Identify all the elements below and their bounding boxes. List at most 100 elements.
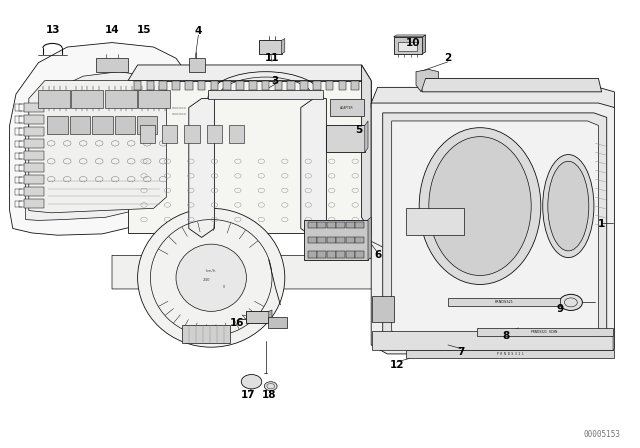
Polygon shape xyxy=(246,311,269,323)
Polygon shape xyxy=(422,35,426,54)
Bar xyxy=(398,42,417,51)
Ellipse shape xyxy=(429,137,531,276)
Polygon shape xyxy=(115,116,135,134)
Bar xyxy=(308,251,317,258)
Text: 10: 10 xyxy=(406,38,420,47)
Bar xyxy=(355,237,364,243)
Polygon shape xyxy=(371,87,614,108)
Polygon shape xyxy=(112,255,381,289)
Polygon shape xyxy=(365,121,368,152)
Polygon shape xyxy=(326,81,333,90)
Polygon shape xyxy=(372,296,394,322)
Polygon shape xyxy=(269,310,272,323)
Polygon shape xyxy=(383,113,607,346)
Polygon shape xyxy=(394,35,426,37)
Polygon shape xyxy=(159,81,167,90)
Bar xyxy=(317,251,326,258)
Polygon shape xyxy=(371,103,614,354)
Text: 16: 16 xyxy=(230,318,244,327)
Polygon shape xyxy=(96,58,128,72)
Bar xyxy=(327,251,336,258)
Polygon shape xyxy=(24,175,44,184)
Text: P  R  N  D  S  3  2  1: P R N D S 3 2 1 xyxy=(497,353,524,356)
Bar xyxy=(406,208,464,235)
Polygon shape xyxy=(477,328,613,336)
Text: 7: 7 xyxy=(457,347,465,357)
Text: 5: 5 xyxy=(355,125,362,135)
Text: PRNDS321: PRNDS321 xyxy=(494,300,513,304)
Text: 1: 1 xyxy=(598,219,605,229)
Text: oooooo: oooooo xyxy=(172,112,187,116)
Polygon shape xyxy=(351,81,359,90)
Text: oooooo: oooooo xyxy=(172,106,187,109)
Polygon shape xyxy=(406,350,614,358)
Text: 6: 6 xyxy=(374,250,381,260)
Polygon shape xyxy=(24,199,44,208)
Polygon shape xyxy=(24,187,44,196)
Polygon shape xyxy=(416,69,438,92)
Bar xyxy=(346,251,355,258)
Bar xyxy=(327,237,336,243)
Bar xyxy=(336,237,345,243)
Polygon shape xyxy=(339,81,346,90)
Polygon shape xyxy=(268,317,287,328)
Polygon shape xyxy=(72,90,104,108)
Polygon shape xyxy=(326,125,365,152)
Text: 3: 3 xyxy=(271,76,279,86)
Text: PRNDS321  SCHN: PRNDS321 SCHN xyxy=(531,330,558,334)
Ellipse shape xyxy=(138,208,285,347)
Bar xyxy=(308,222,317,228)
Polygon shape xyxy=(448,298,560,306)
Polygon shape xyxy=(24,139,44,148)
Text: 13: 13 xyxy=(46,25,60,35)
Polygon shape xyxy=(211,81,218,90)
Polygon shape xyxy=(47,116,68,134)
Polygon shape xyxy=(24,163,44,172)
Polygon shape xyxy=(223,81,231,90)
Polygon shape xyxy=(275,81,282,90)
Text: 4: 4 xyxy=(195,26,202,36)
Polygon shape xyxy=(38,90,70,108)
Polygon shape xyxy=(300,81,308,90)
Polygon shape xyxy=(162,125,177,143)
Polygon shape xyxy=(287,81,295,90)
Text: 17: 17 xyxy=(241,390,255,400)
Polygon shape xyxy=(29,81,166,213)
Polygon shape xyxy=(301,99,326,237)
Text: 11: 11 xyxy=(265,53,279,63)
Polygon shape xyxy=(262,81,269,90)
Polygon shape xyxy=(368,217,371,260)
Polygon shape xyxy=(189,99,214,237)
Circle shape xyxy=(241,375,262,389)
Polygon shape xyxy=(419,78,602,92)
Polygon shape xyxy=(134,81,141,90)
Polygon shape xyxy=(229,125,244,143)
Polygon shape xyxy=(282,39,285,54)
Bar xyxy=(355,222,364,228)
Polygon shape xyxy=(70,116,90,134)
Text: 12: 12 xyxy=(390,360,404,370)
Polygon shape xyxy=(372,332,613,350)
Text: 15: 15 xyxy=(137,25,151,35)
Polygon shape xyxy=(249,81,257,90)
Text: 9: 9 xyxy=(556,304,564,314)
Polygon shape xyxy=(137,116,157,134)
Polygon shape xyxy=(198,81,205,90)
Polygon shape xyxy=(24,151,44,160)
Circle shape xyxy=(559,294,582,310)
Polygon shape xyxy=(184,125,200,143)
Polygon shape xyxy=(24,127,44,136)
Bar xyxy=(346,237,355,243)
Polygon shape xyxy=(147,81,154,90)
Bar xyxy=(317,237,326,243)
Polygon shape xyxy=(104,90,136,108)
Text: 00005153: 00005153 xyxy=(584,430,621,439)
Polygon shape xyxy=(172,81,180,90)
Polygon shape xyxy=(24,103,44,112)
Polygon shape xyxy=(189,58,205,72)
Bar xyxy=(355,251,364,258)
Polygon shape xyxy=(92,116,113,134)
Text: 0: 0 xyxy=(223,285,225,289)
Polygon shape xyxy=(185,81,193,90)
Ellipse shape xyxy=(419,128,541,284)
